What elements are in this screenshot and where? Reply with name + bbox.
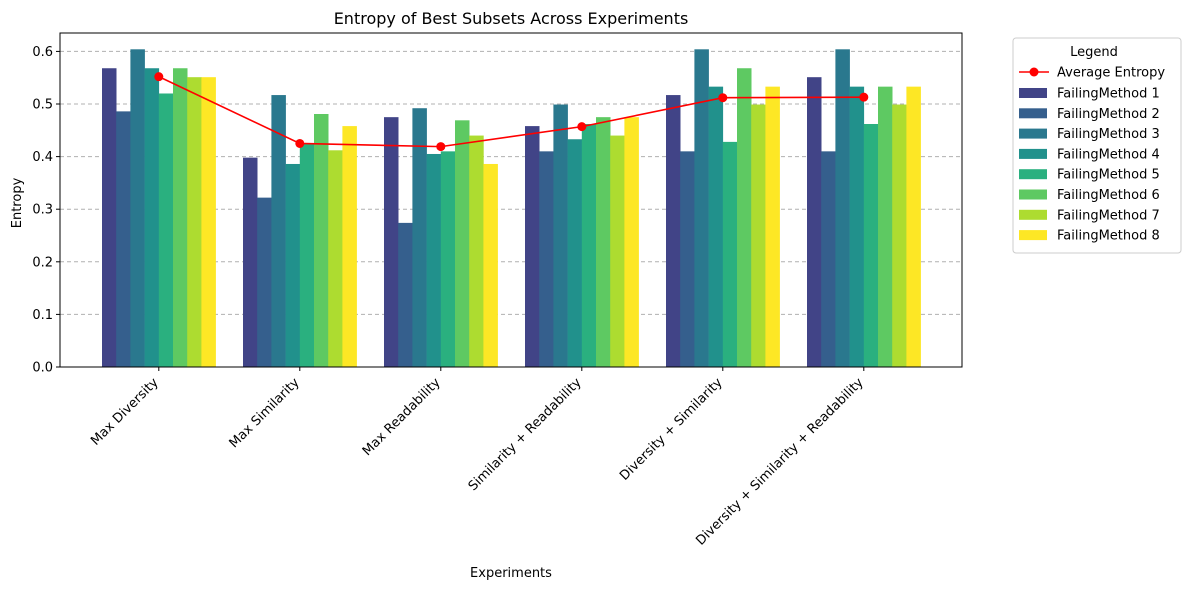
- bar: [314, 114, 329, 367]
- legend-swatch: [1019, 148, 1047, 159]
- bar: [610, 135, 625, 367]
- bar: [624, 117, 639, 368]
- legend: Legend Average Entropy FailingMethod 1 Fai…: [1012, 37, 1182, 254]
- x-tick-label: Similarity + Readability: [466, 375, 585, 494]
- legend-swatch: [1019, 88, 1047, 98]
- average-entropy-point: [718, 93, 728, 103]
- legend-label: FailingMethod 5: [1057, 168, 1160, 183]
- y-tick-label: 0.6: [32, 45, 53, 60]
- bar: [539, 151, 554, 367]
- legend-label: FailingMethod 7: [1057, 208, 1160, 223]
- y-tick-label: 0.5: [32, 98, 53, 113]
- legend-entries: Average Entropy FailingMethod 1 FailingMet…: [1019, 66, 1165, 244]
- bar: [525, 126, 540, 367]
- legend-title: Legend: [1070, 45, 1118, 60]
- bar: [144, 68, 160, 368]
- legend-swatch: [1019, 128, 1047, 139]
- legend-marker-average-entropy: [1029, 67, 1039, 77]
- bar: [271, 95, 286, 368]
- bar: [567, 139, 583, 367]
- x-tick-label: Max Diversity: [88, 375, 162, 449]
- bar: [328, 150, 343, 367]
- bar: [102, 68, 117, 368]
- bar: [412, 108, 427, 367]
- legend-label: Average Entropy: [1057, 66, 1165, 81]
- legend-label: FailingMethod 8: [1057, 229, 1160, 244]
- bar: [680, 151, 695, 367]
- x-tick-label: Diversity + Similarity + Readability: [693, 375, 867, 549]
- bar: [892, 104, 907, 367]
- average-entropy-point: [295, 138, 305, 148]
- bar: [821, 151, 836, 367]
- x-tick-label: Diversity + Similarity: [617, 375, 726, 484]
- average-entropy-point: [436, 142, 446, 152]
- y-tick-label: 0.2: [32, 255, 53, 270]
- legend-swatch: [1019, 189, 1047, 200]
- y-axis: 0.0 0.1 0.2 0.3 0.4 0.5 0.6: [32, 45, 60, 376]
- bar: [187, 77, 202, 367]
- bar: [116, 111, 131, 368]
- bar: [906, 86, 921, 367]
- bar: [596, 117, 611, 368]
- legend-label: FailingMethod 3: [1057, 127, 1160, 142]
- bar: [158, 93, 174, 367]
- bar: [440, 151, 456, 367]
- bar: [722, 141, 738, 367]
- plot-frame: [59, 32, 963, 368]
- bar: [849, 86, 865, 367]
- bar: [751, 104, 766, 367]
- bar: [342, 126, 357, 367]
- bar: [483, 163, 498, 367]
- bar: [737, 68, 752, 368]
- bar: [807, 77, 822, 367]
- bar: [384, 117, 399, 368]
- bar: [426, 153, 442, 367]
- bar: [130, 49, 145, 367]
- x-axis-title: Experiments: [470, 566, 552, 581]
- bar: [666, 95, 681, 368]
- average-entropy-line: [158, 75, 864, 148]
- bar: [694, 49, 709, 367]
- x-axis: Max Diversity Max Similarity Max Readabili…: [88, 367, 867, 549]
- bar: [863, 123, 879, 368]
- legend-label: FailingMethod 2: [1057, 107, 1160, 122]
- y-tick-label: 0.4: [32, 150, 53, 165]
- bar: [173, 68, 188, 368]
- chart-title: Entropy of Best Subsets Across Experimen…: [334, 9, 689, 28]
- average-entropy-point: [154, 72, 164, 82]
- bar: [581, 123, 597, 368]
- average-line-layer: [154, 72, 869, 152]
- x-tick-label: Max Readability: [360, 375, 444, 459]
- legend-swatch: [1019, 209, 1047, 220]
- y-axis-title: Entropy: [10, 177, 25, 228]
- bar: [708, 86, 724, 367]
- legend-label: FailingMethod 6: [1057, 188, 1160, 203]
- legend-swatch: [1019, 169, 1047, 180]
- average-entropy-point: [577, 122, 587, 132]
- legend-box: [1012, 37, 1182, 254]
- bar: [285, 163, 301, 367]
- bar: [835, 49, 850, 367]
- bar: [243, 157, 258, 367]
- legend-swatch: [1019, 230, 1047, 241]
- bar: [398, 222, 413, 367]
- bars-layer: [102, 49, 921, 368]
- bar: [469, 135, 484, 367]
- x-tick-label: Max Similarity: [227, 375, 303, 451]
- bar: [553, 104, 568, 367]
- bar: [201, 77, 216, 367]
- bar: [257, 197, 272, 367]
- bar: [765, 86, 780, 367]
- legend-label: FailingMethod 1: [1057, 87, 1160, 102]
- y-tick-label: 0.3: [32, 203, 53, 218]
- bar: [455, 120, 470, 367]
- average-entropy-point: [859, 92, 869, 102]
- bar: [878, 86, 893, 367]
- y-tick-label: 0.0: [32, 361, 53, 376]
- y-tick-label: 0.1: [32, 308, 53, 323]
- bar: [299, 143, 315, 367]
- legend-label: FailingMethod 4: [1057, 147, 1160, 162]
- legend-swatch: [1019, 108, 1047, 119]
